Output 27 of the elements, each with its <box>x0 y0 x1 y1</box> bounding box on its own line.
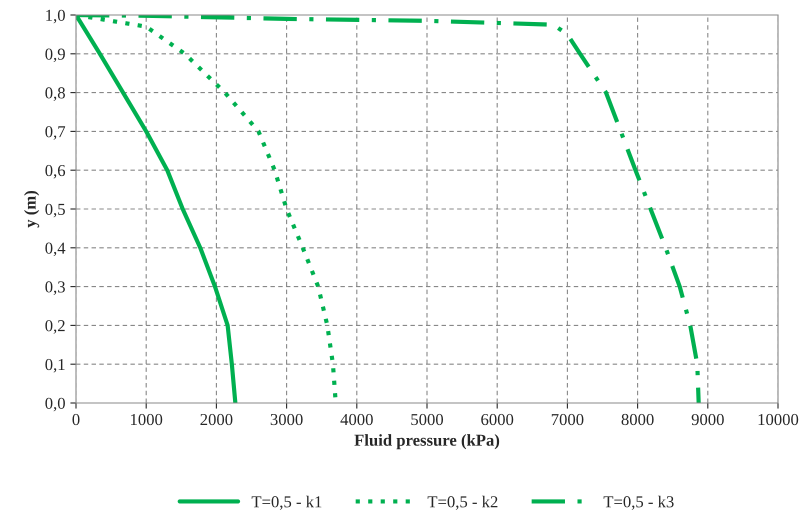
x-tick-label: 6000 <box>481 414 514 426</box>
legend-label: T=0,5 - k2 <box>428 496 498 510</box>
y-tick-label: 0,4 <box>45 242 66 256</box>
y-tick-label: 0,8 <box>45 87 65 101</box>
y-tick-label: 0,6 <box>45 164 66 179</box>
x-tick-label: 4000 <box>340 414 373 426</box>
x-tick-label: 7000 <box>552 414 584 426</box>
x-tick-label: 8000 <box>622 414 654 426</box>
y-tick-label: 0,0 <box>45 398 65 412</box>
y-tick-label: 0,1 <box>45 358 65 373</box>
x-tick-label: 0 <box>72 414 80 426</box>
y-tick-label: 0,7 <box>45 126 66 140</box>
x-tick-label: 3000 <box>270 414 303 426</box>
y-tick-label: 1,0 <box>46 10 65 24</box>
x-tick-label: 10000 <box>758 414 798 426</box>
x-tick-label: 2000 <box>200 414 232 426</box>
x-tick-label: 1000 <box>131 414 162 426</box>
x-tick-label: 5000 <box>411 414 444 426</box>
legend-label: T=0,5 - k1 <box>252 496 322 510</box>
y-tick-label: 0,3 <box>45 281 65 295</box>
x-axis-title: Fluid pressure (kPa) <box>354 434 500 450</box>
y-tick-label: 0,9 <box>45 48 65 62</box>
y-axis-title: y (m) <box>24 190 40 228</box>
legend-label: T=0,5 - k3 <box>604 496 674 510</box>
y-tick-label: 0,5 <box>45 204 65 218</box>
x-tick-label: 9000 <box>692 414 724 426</box>
y-tick-label: 0,2 <box>45 320 65 334</box>
